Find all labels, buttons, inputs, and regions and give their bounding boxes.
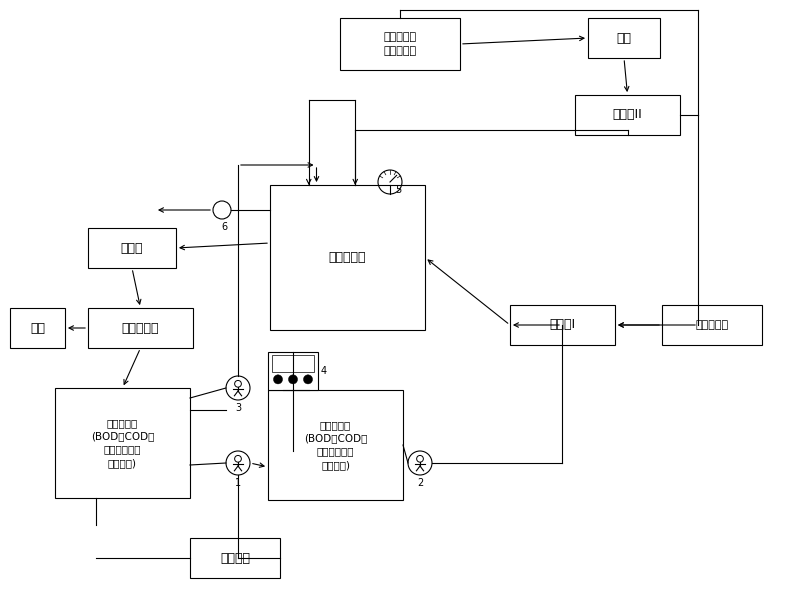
Bar — [588, 18, 660, 58]
Text: 6: 6 — [221, 222, 227, 232]
Bar — [190, 538, 280, 578]
Bar — [268, 352, 318, 390]
Text: 3: 3 — [235, 403, 241, 413]
Bar — [88, 228, 176, 268]
Text: 沼渣: 沼渣 — [30, 321, 45, 335]
Bar — [268, 390, 403, 500]
Bar — [510, 305, 615, 345]
Text: 预处理秸秆: 预处理秸秆 — [695, 320, 729, 330]
Text: 沼液收集池
(BOD、COD、
氨氮、微量元
素等测定): 沼液收集池 (BOD、COD、 氨氮、微量元 素等测定) — [91, 418, 154, 468]
Bar — [272, 355, 314, 372]
Circle shape — [289, 375, 298, 384]
Bar — [88, 308, 193, 348]
Text: 5: 5 — [395, 185, 402, 195]
Text: 固液分离机: 固液分离机 — [122, 321, 159, 335]
Bar — [55, 388, 190, 498]
Circle shape — [274, 375, 282, 384]
Bar — [662, 305, 762, 345]
Text: 厌氧反应器: 厌氧反应器 — [329, 251, 366, 264]
Text: 沼液储存池
(BOD、COD、
氨氮、微量元
素等调节): 沼液储存池 (BOD、COD、 氨氮、微量元 素等调节) — [304, 420, 367, 470]
Text: 参数判定: 参数判定 — [220, 551, 250, 564]
Text: 混合池II: 混合池II — [613, 108, 642, 122]
Text: 2: 2 — [417, 478, 423, 488]
Text: 1: 1 — [235, 478, 241, 488]
Bar — [10, 308, 65, 348]
Bar — [575, 95, 680, 135]
Text: 补充药剂、
微量元素等: 补充药剂、 微量元素等 — [383, 32, 417, 56]
Circle shape — [303, 375, 313, 384]
Text: 出料液: 出料液 — [121, 242, 143, 255]
Text: 4: 4 — [321, 366, 327, 376]
Bar — [340, 18, 460, 70]
Text: 混合池I: 混合池I — [550, 318, 575, 332]
Bar — [270, 185, 425, 330]
Text: 清水: 清水 — [617, 31, 631, 45]
